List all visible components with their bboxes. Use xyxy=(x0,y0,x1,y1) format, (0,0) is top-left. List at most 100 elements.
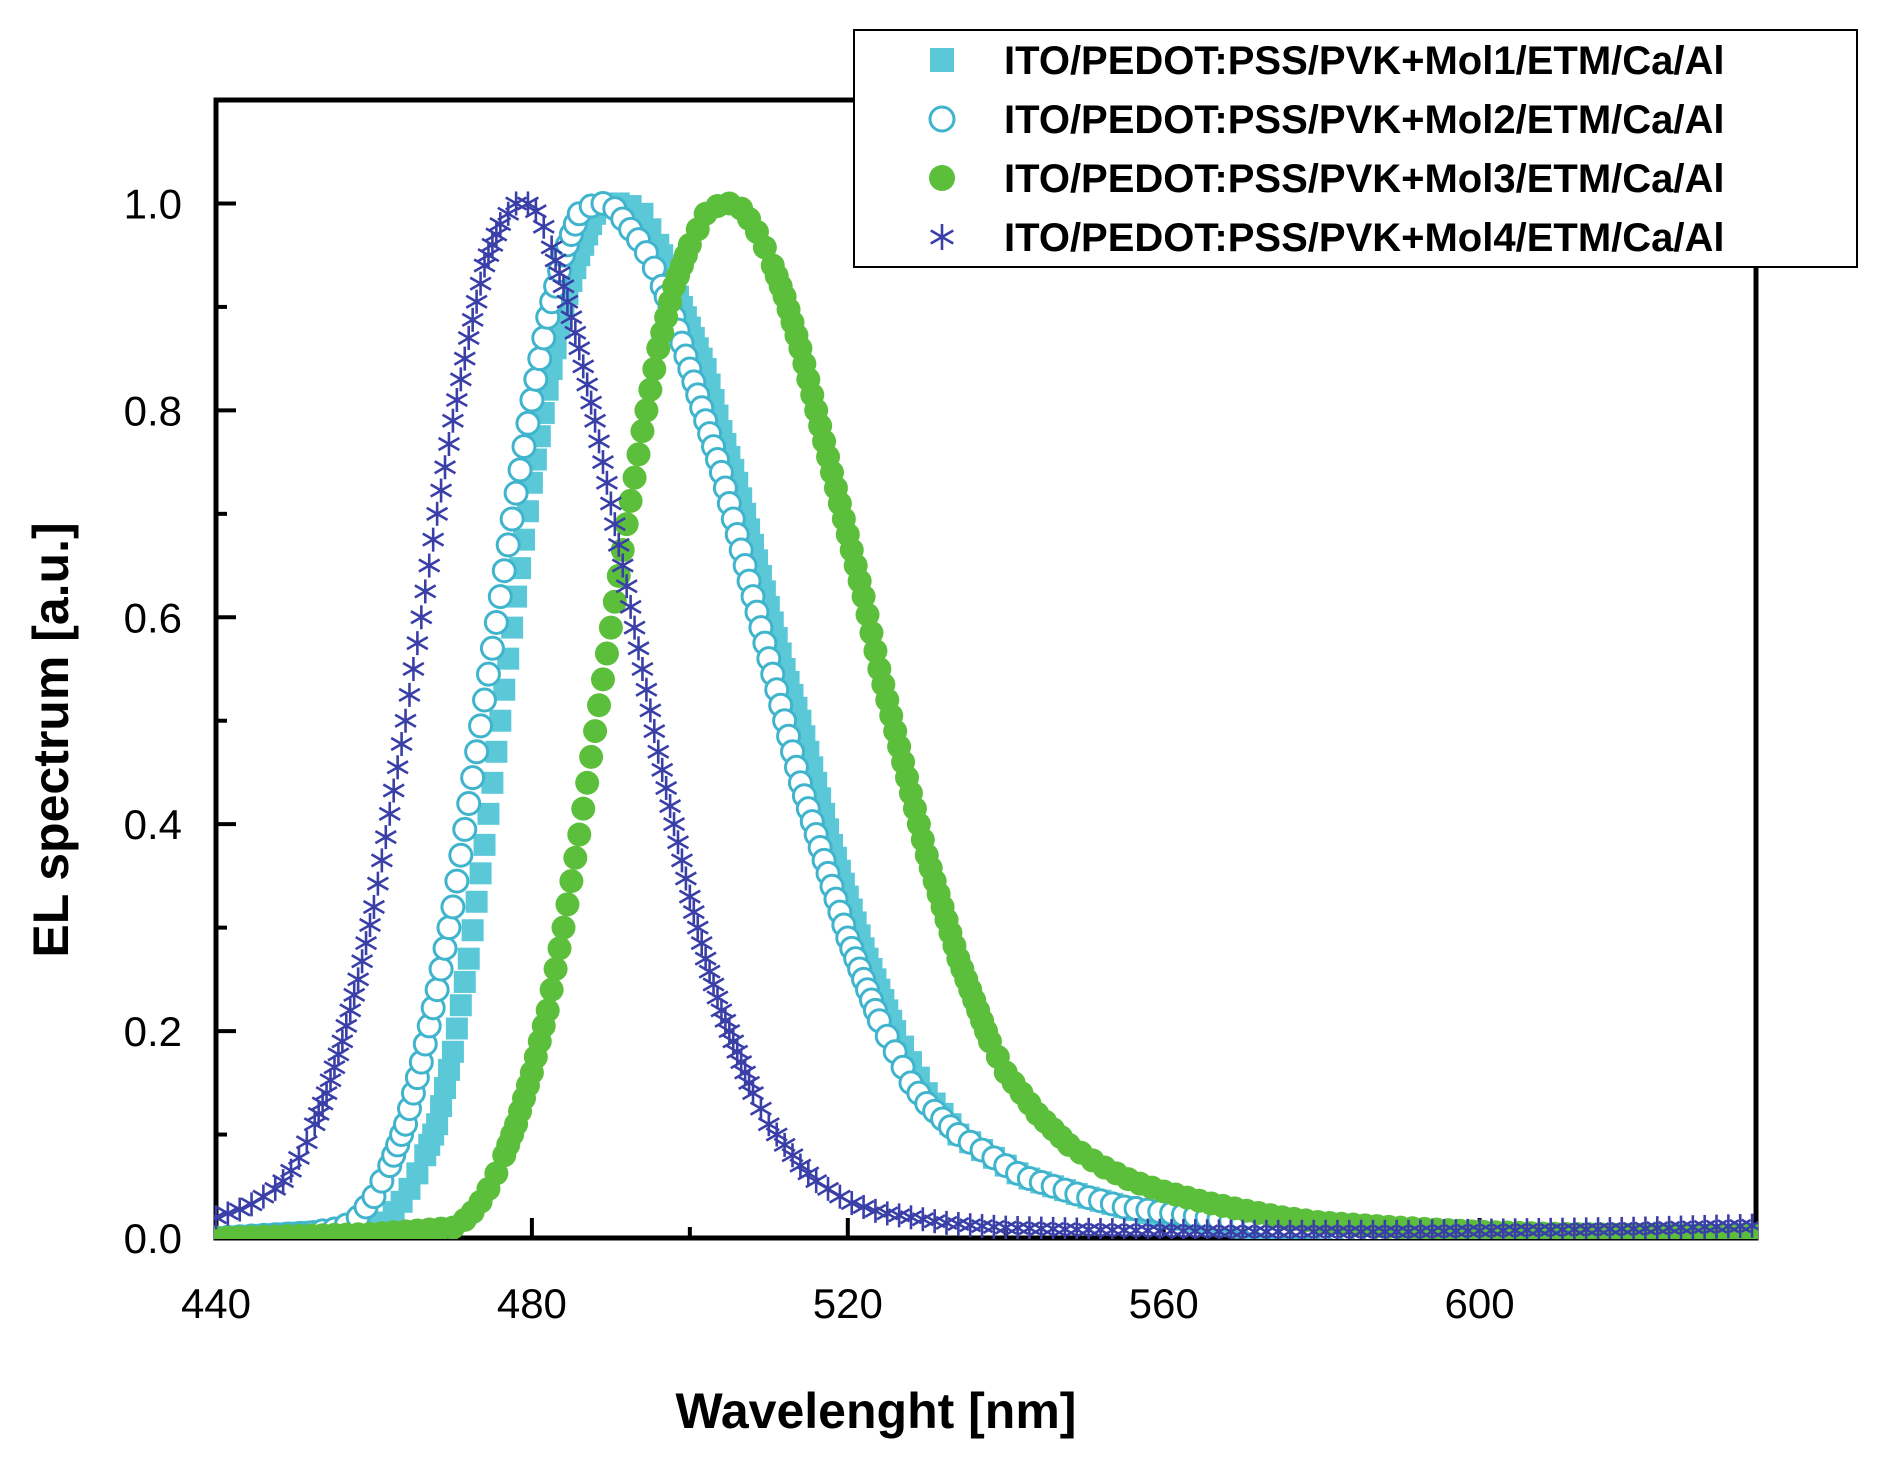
x-tick-label: 480 xyxy=(497,1280,567,1327)
data-point xyxy=(631,657,654,681)
legend-marker xyxy=(929,165,955,191)
data-point xyxy=(436,915,462,941)
data-point xyxy=(343,982,366,1007)
data-point xyxy=(623,615,646,640)
data-point xyxy=(599,491,622,516)
x-tick-label: 560 xyxy=(1129,1280,1199,1327)
data-point xyxy=(602,589,627,614)
x-axis-title: Wavelenght [nm] xyxy=(676,1383,1077,1439)
data-point xyxy=(489,709,512,732)
legend-entry: ITO/PEDOT:PSS/PVK+Mol4/ETM/Ca/Al xyxy=(930,216,1725,260)
data-point xyxy=(651,757,674,782)
data-point xyxy=(540,235,563,260)
data-point xyxy=(358,913,382,938)
data-point xyxy=(694,946,717,971)
data-point xyxy=(468,713,494,739)
data-point xyxy=(527,346,553,372)
data-point xyxy=(355,931,378,956)
data-point xyxy=(295,1130,318,1155)
data-point xyxy=(752,235,777,260)
legend-label: ITO/PEDOT:PSS/PVK+Mol1/ETM/Ca/Al xyxy=(1004,39,1725,83)
data-point xyxy=(315,1081,338,1106)
data-point xyxy=(335,1013,358,1038)
data-point xyxy=(539,977,564,1002)
data-point xyxy=(487,584,513,610)
data-point xyxy=(543,957,568,982)
data-point xyxy=(216,1201,239,1226)
y-tick-label: 0.4 xyxy=(124,801,182,848)
data-point xyxy=(398,682,421,707)
data-point xyxy=(327,1042,350,1067)
data-point xyxy=(426,501,449,526)
data-point xyxy=(433,455,457,480)
data-point xyxy=(465,289,488,314)
data-point xyxy=(552,274,575,299)
data-point xyxy=(560,305,583,330)
data-point xyxy=(1741,1213,1758,1238)
data-point xyxy=(663,812,686,837)
legend: ITO/PEDOT:PSS/PVK+Mol1/ETM/Ca/Al ITO/PEDO… xyxy=(853,29,1858,268)
data-point xyxy=(406,1162,429,1185)
data-point xyxy=(374,825,397,850)
data-point xyxy=(702,972,725,997)
data-point xyxy=(430,1095,453,1118)
data-point xyxy=(647,739,670,764)
series-4 xyxy=(214,191,1758,1239)
data-point xyxy=(449,994,472,1017)
legend-label: ITO/PEDOT:PSS/PVK+Mol4/ETM/Ca/Al xyxy=(1004,216,1725,260)
data-point xyxy=(511,434,537,460)
data-point xyxy=(465,890,488,913)
data-point xyxy=(481,771,504,794)
data-point xyxy=(670,848,693,873)
data-point xyxy=(319,1068,342,1093)
data-point xyxy=(378,801,401,826)
x-axis-tick-labels: 440 480 520 560 600 xyxy=(181,1280,1515,1327)
y-tick-label: 0.0 xyxy=(124,1215,182,1262)
data-point xyxy=(428,956,454,982)
data-point xyxy=(456,790,482,816)
data-point xyxy=(434,1076,457,1099)
data-point xyxy=(659,794,682,819)
data-point xyxy=(410,605,433,630)
data-point xyxy=(485,740,508,763)
legend-label: ITO/PEDOT:PSS/PVK+Mol2/ETM/Ca/Al xyxy=(1004,98,1725,142)
data-point xyxy=(568,336,591,361)
data-point xyxy=(532,214,555,239)
data-point xyxy=(840,1191,863,1216)
data-point xyxy=(611,553,634,578)
data-point xyxy=(461,307,484,332)
data-point xyxy=(706,985,729,1010)
data-point xyxy=(579,744,604,769)
data-point xyxy=(548,261,571,286)
data-point xyxy=(595,470,618,495)
data-point xyxy=(424,977,450,1003)
data-point xyxy=(531,325,557,351)
y-axis-ticks xyxy=(216,201,236,1240)
data-point xyxy=(572,354,595,379)
data-point xyxy=(477,802,500,825)
data-point xyxy=(448,842,474,868)
legend-box xyxy=(853,29,1858,268)
data-point xyxy=(503,480,529,506)
legend-entry: ITO/PEDOT:PSS/PVK+Mol2/ETM/Ca/Al xyxy=(928,98,1725,142)
data-point xyxy=(863,638,888,663)
data-point xyxy=(347,967,370,992)
data-point xyxy=(635,677,658,702)
x-tick-label: 440 xyxy=(181,1280,251,1327)
data-point xyxy=(580,390,603,415)
data-point xyxy=(639,698,662,723)
data-point xyxy=(618,488,643,513)
data-point xyxy=(622,465,647,490)
legend-entry: ITO/PEDOT:PSS/PVK+Mol3/ETM/Ca/Al xyxy=(929,157,1725,201)
y-tick-label: 0.2 xyxy=(124,1008,182,1055)
data-point xyxy=(519,387,545,413)
data-point xyxy=(495,532,521,558)
data-point xyxy=(452,816,478,842)
data-point xyxy=(678,884,701,909)
data-point xyxy=(666,830,690,855)
y-tick-label: 1.0 xyxy=(124,180,182,227)
data-point xyxy=(444,868,470,894)
data-point xyxy=(859,620,884,645)
data-point xyxy=(564,320,587,345)
